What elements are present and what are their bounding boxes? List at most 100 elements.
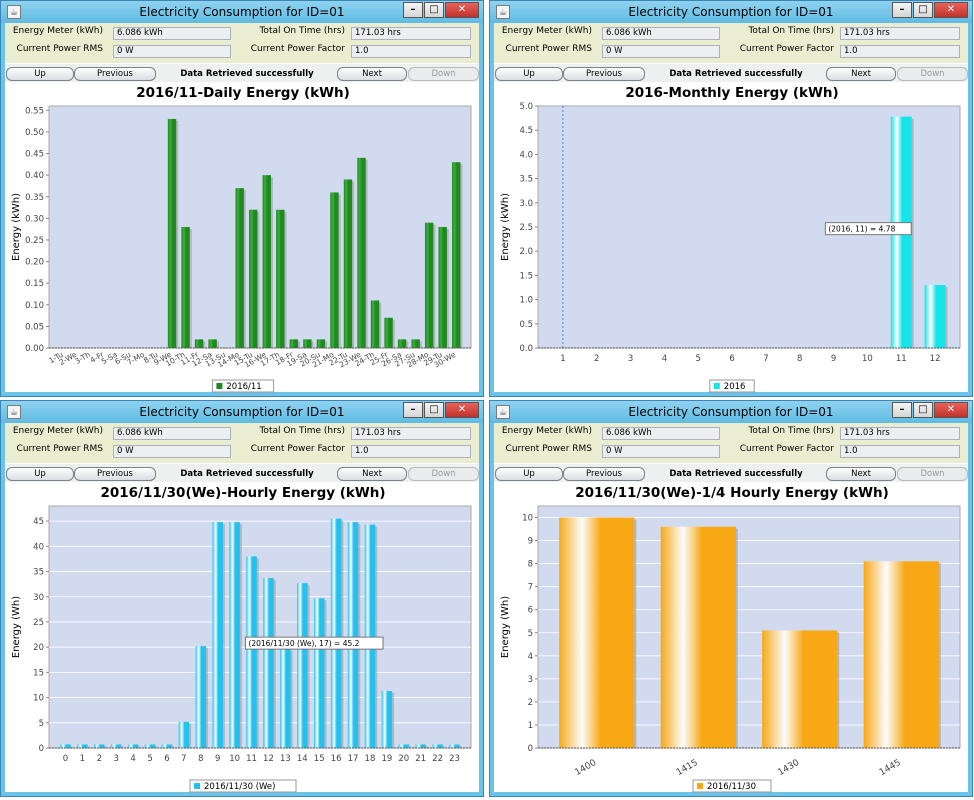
- window-title: Electricity Consumption for ID=01: [139, 405, 345, 419]
- x-tick-label: 22: [432, 754, 443, 764]
- app-window: ☕ Electricity Consumption for ID=01 – □ ✕ Ene…: [0, 400, 484, 797]
- total-on-time-label: Total On Time (hrs): [259, 426, 345, 436]
- minimize-button[interactable]: –: [892, 402, 912, 418]
- x-tick-label: 10: [229, 754, 240, 764]
- energy-meter-field[interactable]: 6.086 kWh: [113, 427, 231, 440]
- y-tick-label: 0: [528, 744, 533, 754]
- total-on-time-label: Total On Time (hrs): [748, 426, 834, 436]
- bar: [144, 744, 156, 748]
- up-button[interactable]: Up: [6, 467, 74, 481]
- total-on-time-field[interactable]: 171.03 hrs: [351, 427, 471, 440]
- next-button[interactable]: Next: [337, 467, 407, 481]
- minimize-button[interactable]: –: [403, 2, 423, 18]
- app-window: ☕ Electricity Consumption for ID=01 – □ ✕ Ene…: [489, 0, 973, 397]
- x-tick-label: 3: [113, 754, 118, 764]
- bar: [289, 339, 299, 348]
- down-button[interactable]: Down: [897, 467, 968, 481]
- status-text: Data Retrieved successfully: [669, 469, 803, 479]
- bar-chart: 2016/11-Daily Energy (kWh)Energy (kWh)0.…: [11, 85, 472, 393]
- window-controls: – □ ✕: [891, 2, 968, 20]
- down-button[interactable]: Down: [408, 67, 479, 81]
- current-power-factor-field[interactable]: 1.0: [840, 445, 960, 458]
- next-button[interactable]: Next: [337, 67, 407, 81]
- previous-button[interactable]: Previous: [563, 467, 645, 481]
- bar: [330, 192, 339, 348]
- bar: [246, 556, 257, 748]
- close-button[interactable]: ✕: [445, 402, 479, 418]
- previous-button[interactable]: Previous: [563, 67, 645, 81]
- total-on-time-field[interactable]: 171.03 hrs: [351, 27, 471, 40]
- down-button[interactable]: Down: [408, 467, 479, 481]
- y-tick-label: 2.5: [519, 223, 533, 233]
- previous-button[interactable]: Previous: [74, 67, 156, 81]
- maximize-button[interactable]: □: [424, 402, 444, 418]
- y-tick-label: 0.10: [25, 301, 44, 311]
- current-power-rms-field[interactable]: 0 W: [113, 445, 231, 458]
- y-axis-label: Energy (Wh): [500, 596, 511, 658]
- total-on-time-field[interactable]: 171.03 hrs: [840, 27, 960, 40]
- window-content: Energy Meter (kWh) Total On Time (hrs) Cur…: [5, 423, 479, 793]
- total-on-time-field[interactable]: 171.03 hrs: [840, 427, 960, 440]
- current-power-factor-field[interactable]: 1.0: [840, 45, 960, 58]
- current-power-factor-label: Current Power Factor: [250, 44, 345, 54]
- maximize-button[interactable]: □: [424, 2, 444, 18]
- bar: [347, 522, 359, 748]
- window-content: Energy Meter (kWh) Total On Time (hrs) Cur…: [494, 23, 968, 393]
- bar: [411, 339, 420, 348]
- up-button[interactable]: Up: [6, 67, 74, 81]
- java-app-icon: ☕: [496, 5, 510, 19]
- bar: [194, 339, 204, 348]
- title-bar[interactable]: ☕ Electricity Consumption for ID=01 – □ ✕: [490, 401, 972, 423]
- next-button[interactable]: Next: [826, 467, 896, 481]
- previous-button[interactable]: Previous: [74, 467, 156, 481]
- x-tick-label: 12: [263, 754, 274, 764]
- energy-meter-field[interactable]: 6.086 kWh: [113, 27, 231, 40]
- current-power-factor-field[interactable]: 1.0: [351, 45, 471, 58]
- title-bar[interactable]: ☕ Electricity Consumption for ID=01 – □ ✕: [1, 401, 483, 423]
- y-axis-label: Energy (kWh): [500, 193, 511, 261]
- y-tick-label: 4: [528, 652, 533, 662]
- y-tick-label: 40: [33, 542, 44, 552]
- x-tick-label: 13: [280, 754, 291, 764]
- x-tick-label: 1: [80, 754, 85, 764]
- y-tick-label: 8: [528, 560, 533, 570]
- chart-title: 2016-Monthly Energy (kWh): [625, 85, 838, 101]
- x-tick-label: 8: [198, 754, 203, 764]
- current-power-rms-field[interactable]: 0 W: [602, 45, 720, 58]
- x-tick-label: 9: [215, 754, 220, 764]
- energy-meter-field[interactable]: 6.086 kWh: [602, 427, 720, 440]
- close-button[interactable]: ✕: [934, 2, 968, 18]
- current-power-rms-label: Current Power RMS: [505, 44, 592, 54]
- bar: [276, 209, 285, 348]
- current-power-rms-field[interactable]: 0 W: [113, 45, 231, 58]
- maximize-button[interactable]: □: [913, 402, 933, 418]
- current-power-factor-field[interactable]: 1.0: [351, 445, 471, 458]
- energy-meter-field[interactable]: 6.086 kWh: [602, 27, 720, 40]
- up-button[interactable]: Up: [495, 67, 563, 81]
- chart-title: 2016/11/30(We)-1/4 Hourly Energy (kWh): [575, 485, 889, 501]
- bar: [364, 524, 376, 748]
- next-button[interactable]: Next: [826, 67, 896, 81]
- y-tick-label: 4.0: [519, 150, 533, 160]
- legend-swatch: [697, 783, 703, 789]
- x-tick-label: 4: [662, 354, 667, 364]
- up-button[interactable]: Up: [495, 467, 563, 481]
- title-bar[interactable]: ☕ Electricity Consumption for ID=01 – □ ✕: [1, 1, 483, 23]
- down-button[interactable]: Down: [897, 67, 968, 81]
- minimize-button[interactable]: –: [403, 402, 423, 418]
- x-tick-label: 8: [797, 354, 802, 364]
- bar: [161, 744, 173, 748]
- x-tick-label: 7: [763, 354, 768, 364]
- window-controls: – □ ✕: [402, 402, 479, 420]
- bar: [381, 691, 393, 748]
- chart-panel: 2016/11-Daily Energy (kWh) Energy (kWh) 0.…: [5, 82, 481, 394]
- title-bar[interactable]: ☕ Electricity Consumption for ID=01 – □ ✕: [490, 1, 972, 23]
- current-power-rms-field[interactable]: 0 W: [602, 445, 720, 458]
- info-panel: Energy Meter (kWh) Total On Time (hrs) Cur…: [5, 23, 479, 63]
- status-text: Data Retrieved successfully: [180, 469, 314, 479]
- java-app-icon: ☕: [496, 405, 510, 419]
- minimize-button[interactable]: –: [892, 2, 912, 18]
- close-button[interactable]: ✕: [934, 402, 968, 418]
- close-button[interactable]: ✕: [445, 2, 479, 18]
- maximize-button[interactable]: □: [913, 2, 933, 18]
